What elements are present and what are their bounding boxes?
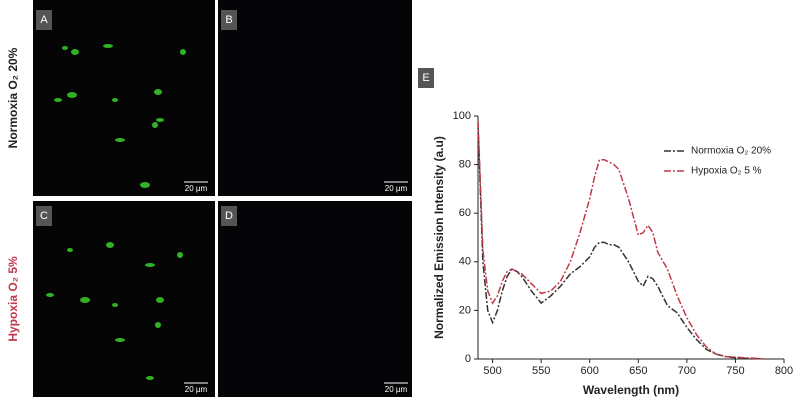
cell [180,49,186,55]
panel-label: E [422,72,429,84]
cell [67,92,77,98]
panel-label: A [40,14,48,26]
panel-tag [221,206,237,226]
cell [112,98,118,102]
x-tick-label: 550 [532,365,550,377]
panel-tag [36,206,52,226]
x-tick-label: 750 [726,365,744,377]
y-tick-label: 100 [453,110,471,122]
y-tick-label: 80 [459,159,471,171]
cell [177,252,183,258]
panel-image [218,0,412,196]
y-tick-label: 60 [459,207,471,219]
cell [62,46,68,50]
cells [46,44,186,380]
panel-label: B [225,14,232,26]
row-label: Normoxia O₂ 20% [6,47,20,148]
scale-label: 20 µm [185,385,208,394]
cell [115,138,125,142]
cell [156,297,164,303]
chart: 500 550 600 650 700 750 800 0 20 40 60 80 100 Wavelen… [432,110,793,397]
line-series [477,123,765,360]
cell [46,293,54,297]
legend-label: Normoxia O₂ 20% [691,146,771,157]
y-axis-label: Normalized Emission Intensity (a.u) [432,136,446,339]
cell [156,118,164,122]
cell [71,49,79,55]
y-tick-label: 40 [459,256,471,268]
panel-image [218,201,412,397]
cell [80,297,90,303]
x-tick-label: 600 [581,365,599,377]
scale-label: 20 µm [385,385,408,394]
cell [145,263,155,267]
cell [154,89,162,95]
x-tick-label: 650 [629,365,647,377]
line-series [477,120,765,360]
cell [152,122,158,128]
cell [112,303,118,307]
x-tick-label: 800 [775,365,793,377]
panel-tag [221,10,237,30]
cell [155,322,161,328]
scale-label: 20 µm [185,184,208,193]
y-tick-label: 0 [465,353,471,365]
x-tick-label: 500 [483,365,501,377]
cell [103,44,113,48]
cell [54,98,62,102]
panel-tag [36,10,52,30]
y-tick-label: 20 [459,304,471,316]
x-tick-label: 700 [678,365,696,377]
legend-label: Hypoxia O₂ 5 % [691,166,762,177]
panel-label: D [225,210,233,222]
panel-image [33,201,215,397]
row-label: Hypoxia O₂ 5% [6,256,20,342]
cell [67,248,73,252]
panel-tag [418,68,434,88]
cell [106,242,114,248]
cell [115,338,125,342]
scale-label: 20 µm [385,184,408,193]
microscopy: A B C D 20 µm 20 µm 20 µm 20 µm Normoxia… [6,0,412,397]
cell [146,376,154,380]
cell [140,182,150,188]
x-axis-label: Wavelength (nm) [583,383,679,397]
panel-image [33,0,215,196]
panel-label: C [40,210,48,222]
